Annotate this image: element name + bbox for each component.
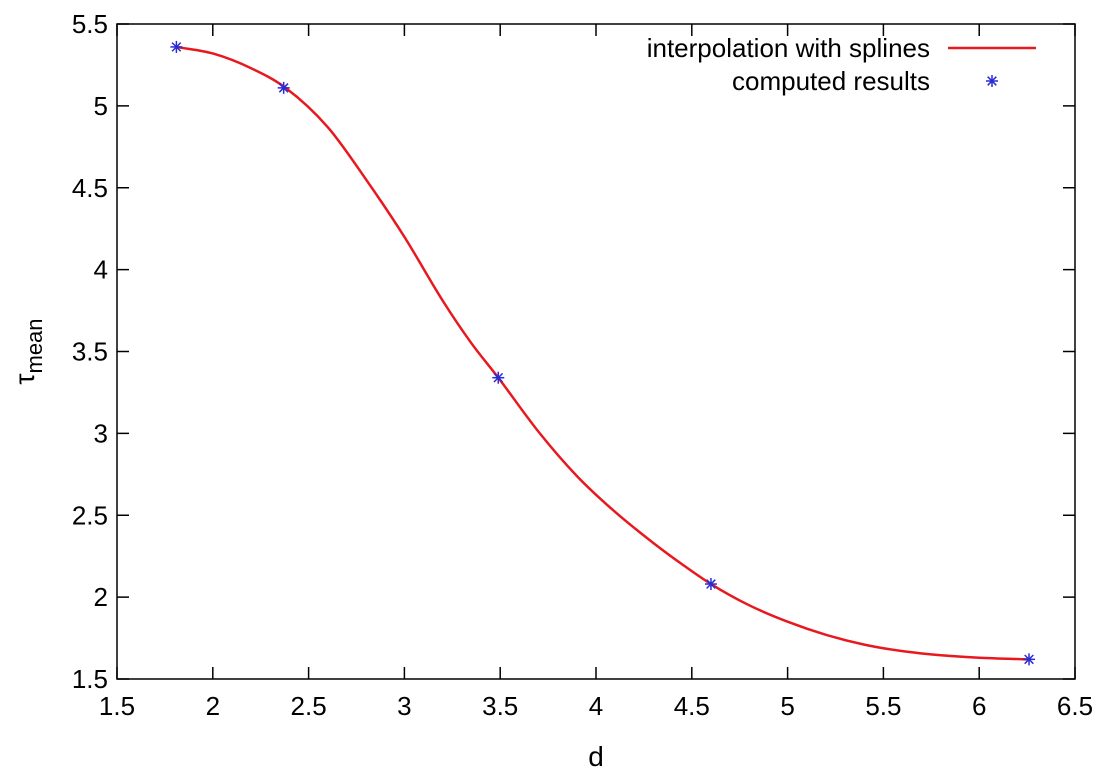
data-point-computed-result [492, 371, 505, 384]
y-tick-label: 2.5 [72, 500, 108, 530]
legend-label-splines: interpolation with splines [647, 33, 930, 63]
data-point-computed-result [704, 578, 717, 591]
plot-frame [116, 23, 1076, 680]
x-tick-label: 5 [780, 691, 794, 721]
y-axis-label: τmean [9, 318, 47, 384]
x-tick-label: 3.5 [482, 691, 518, 721]
legend: interpolation with splines computed resu… [647, 33, 1036, 96]
x-tick-label: 2.5 [291, 691, 327, 721]
y-tick-label: 5 [94, 91, 108, 121]
x-tick-label: 4 [589, 691, 603, 721]
legend-swatch-computed-results [986, 75, 998, 87]
y-tick-label: 1.5 [72, 664, 108, 694]
data-point-computed-result [1023, 653, 1036, 666]
x-tick-label: 4.5 [674, 691, 710, 721]
y-axis-label-base: τ [9, 373, 40, 384]
x-tick-label: 6.5 [1057, 691, 1093, 721]
x-tick-label: 6 [972, 691, 986, 721]
y-tick-label: 3 [94, 418, 108, 448]
x-tick-label: 5.5 [865, 691, 901, 721]
series-layer [170, 40, 1036, 666]
y-tick-label: 2 [94, 582, 108, 612]
data-point-computed-result [170, 40, 183, 53]
y-axis-label-subscript: mean [22, 318, 47, 373]
y-tick-label: 4 [94, 255, 108, 285]
y-tick-label: 5.5 [72, 9, 108, 39]
x-tick-label: 2 [206, 691, 220, 721]
x-tick-label: 1.5 [99, 691, 135, 721]
y-tick-label: 3.5 [72, 337, 108, 367]
series-line-splines [176, 45, 1030, 661]
data-point-computed-result [277, 81, 290, 94]
ticks: 1.5 2 2.5 3 3.5 4 4.5 5 5.5 6 6.5 1.5 2 2.5 3 3.5 4 4.5 5 5… [72, 9, 1093, 721]
legend-marker-asterisk [986, 75, 998, 87]
x-tick-label: 3 [397, 691, 411, 721]
y-tick-label: 4.5 [72, 173, 108, 203]
legend-label-computed-results: computed results [732, 66, 930, 96]
x-axis-label: d [588, 741, 604, 772]
